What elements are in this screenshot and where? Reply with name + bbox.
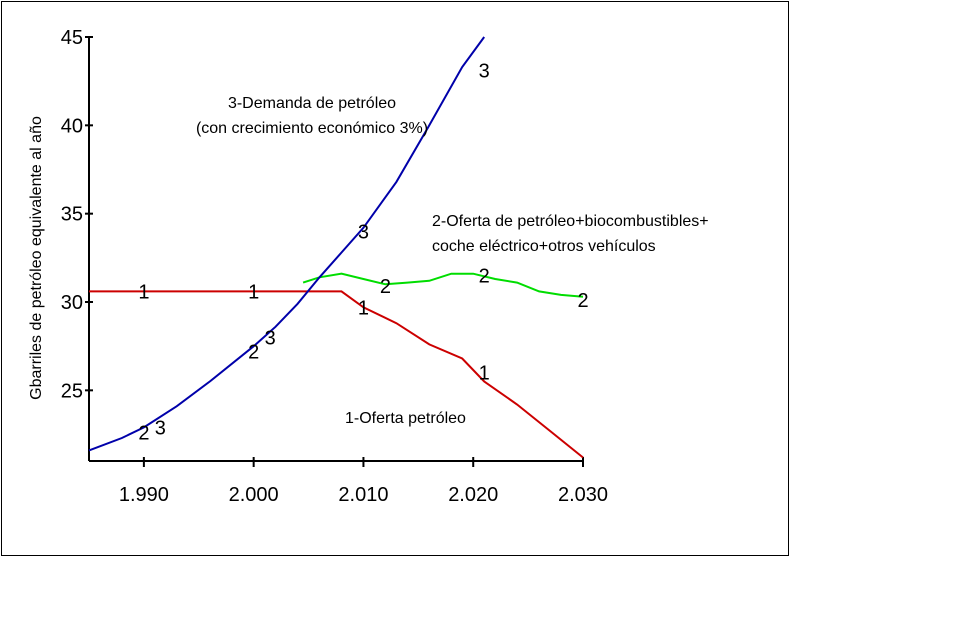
x-tick-label: 2.030 xyxy=(558,484,608,506)
annotations: 3-Demanda de petróleo (con crecimiento ec… xyxy=(196,95,709,427)
y-tick-label: 25 xyxy=(61,380,83,402)
annotation-text: 3-Demanda de petróleo xyxy=(228,95,396,112)
series-lines xyxy=(88,36,584,459)
series-1-line xyxy=(89,290,584,459)
series-3-marker: 3 xyxy=(155,417,166,439)
chart-frame xyxy=(1,1,789,556)
axes: 25 30 35 40 45 1.990 2.000 2.010 2.020 2.030 xyxy=(61,27,608,506)
x-tick-label: 1.990 xyxy=(119,484,169,506)
x-tick-label: 2.020 xyxy=(448,484,498,506)
y-tick-label: 45 xyxy=(61,27,83,49)
series-1-marker: 1 xyxy=(248,281,259,303)
y-axis-title: Gbarriles de petróleo equivalente al año xyxy=(28,116,45,400)
x-tick-label: 2.000 xyxy=(229,484,279,506)
y-tick-label: 40 xyxy=(61,115,83,137)
y-tick-label: 35 xyxy=(61,204,83,226)
series-2-marker: 2 xyxy=(248,341,259,363)
series-2-marker: 2 xyxy=(138,423,149,445)
series-3-marker: 3 xyxy=(479,61,490,83)
series-2-line xyxy=(302,272,584,298)
series-1-marker: 1 xyxy=(138,281,149,303)
series-3-marker: 3 xyxy=(358,221,369,243)
series-2-marker: 2 xyxy=(479,266,490,288)
series-1-marker: 1 xyxy=(358,297,369,319)
series-1-marker: 1 xyxy=(479,363,490,385)
annotation-text: 1-Oferta petróleo xyxy=(345,410,466,427)
annotation-text: 2-Oferta de petróleo+biocombustibles+ xyxy=(432,213,709,230)
annotation-text: (con crecimiento económico 3%) xyxy=(196,120,428,137)
series-3-marker: 3 xyxy=(265,327,276,349)
x-tick-label: 2.010 xyxy=(338,484,388,506)
annotation-text: coche eléctrico+otros vehículos xyxy=(432,238,656,255)
series-2-marker: 2 xyxy=(380,276,391,298)
series-2-marker: 2 xyxy=(577,290,588,312)
series-3-line xyxy=(88,36,486,452)
y-tick-label: 30 xyxy=(61,292,83,314)
